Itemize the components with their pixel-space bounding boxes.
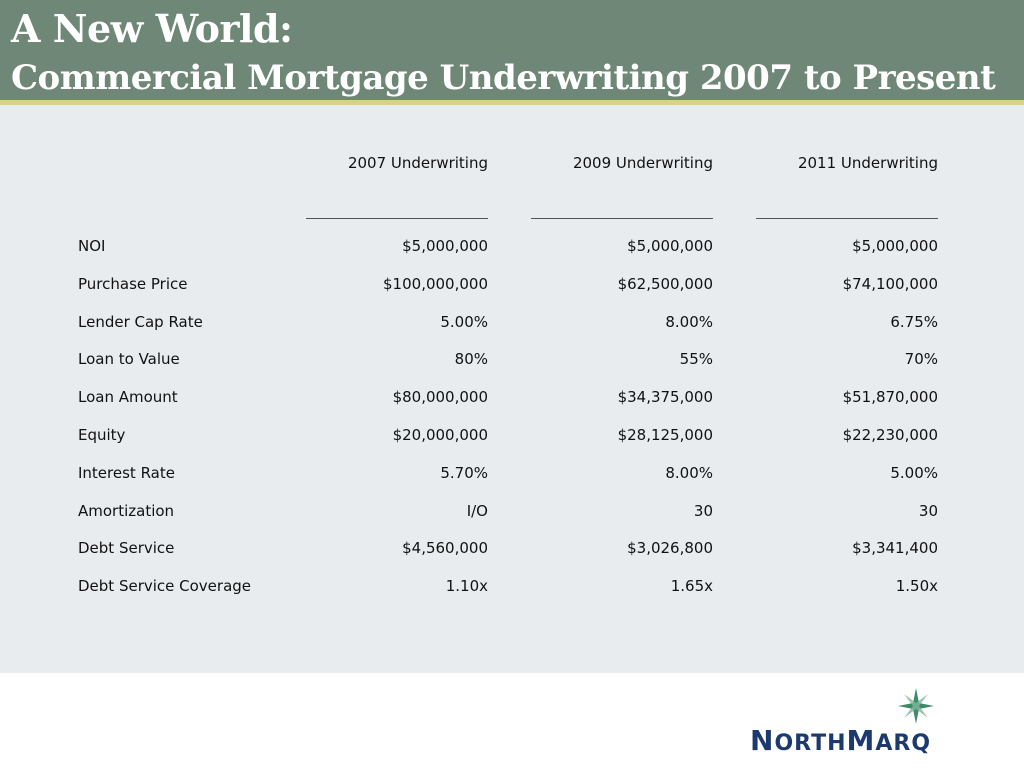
- cell-2007: $4,560,000: [402, 539, 488, 557]
- cell-2011: $3,341,400: [852, 539, 938, 557]
- column-rule-2009: [531, 218, 713, 219]
- column-header-2009: 2009 Underwriting: [572, 154, 713, 172]
- row-label: Lender Cap Rate: [78, 313, 203, 331]
- cell-2007: I/O: [466, 502, 488, 520]
- slide-title: A New World:: [11, 6, 293, 51]
- row-label: Interest Rate: [78, 464, 175, 482]
- cell-2009: $28,125,000: [617, 426, 713, 444]
- cell-2007: 5.00%: [440, 313, 488, 331]
- logo-wordmark: NORTHMARQ: [750, 724, 932, 757]
- cell-2009: $3,026,800: [627, 539, 713, 557]
- cell-2009: 55%: [679, 350, 713, 368]
- slide-header: [0, 0, 1024, 100]
- cell-2009: $5,000,000: [627, 237, 713, 255]
- cell-2011: 5.00%: [890, 464, 938, 482]
- cell-2009: 8.00%: [665, 313, 713, 331]
- column-header-2007: 2007 Underwriting: [347, 154, 488, 172]
- cell-2007: 5.70%: [440, 464, 488, 482]
- northmarq-logo: NORTHMARQ: [748, 688, 983, 757]
- row-label: Loan Amount: [78, 388, 178, 406]
- row-label: Loan to Value: [78, 350, 180, 368]
- cell-2011: $51,870,000: [842, 388, 938, 406]
- column-rule-2007: [306, 218, 488, 219]
- cell-2011: $5,000,000: [852, 237, 938, 255]
- compass-star-icon: [898, 688, 934, 724]
- cell-2007: $20,000,000: [392, 426, 488, 444]
- row-label: Debt Service Coverage: [78, 577, 252, 595]
- content-panel: [0, 105, 1024, 673]
- row-label: Purchase Price: [78, 275, 188, 293]
- cell-2007: $80,000,000: [392, 388, 488, 406]
- row-label: Equity: [78, 426, 126, 444]
- cell-2011: 30: [918, 502, 938, 520]
- cell-2009: 1.65x: [670, 577, 713, 595]
- column-rule-2011: [756, 218, 938, 219]
- cell-2007: 80%: [454, 350, 488, 368]
- cell-2011: 6.75%: [890, 313, 938, 331]
- cell-2009: 8.00%: [665, 464, 713, 482]
- slide-subtitle: Commercial Mortgage Underwriting 2007 to…: [11, 58, 996, 98]
- cell-2007: 1.10x: [445, 577, 488, 595]
- cell-2009: $62,500,000: [617, 275, 713, 293]
- cell-2009: $34,375,000: [617, 388, 713, 406]
- row-label: Amortization: [78, 502, 175, 520]
- cell-2007: $100,000,000: [383, 275, 488, 293]
- row-label: Debt Service: [78, 539, 175, 557]
- cell-2011: $74,100,000: [842, 275, 938, 293]
- cell-2011: $22,230,000: [842, 426, 938, 444]
- row-label: NOI: [78, 237, 106, 255]
- cell-2009: 30: [693, 502, 713, 520]
- column-header-2011: 2011 Underwriting: [797, 154, 938, 172]
- cell-2007: $5,000,000: [402, 237, 488, 255]
- cell-2011: 1.50x: [895, 577, 938, 595]
- header-accent-rule: [0, 100, 1024, 105]
- cell-2011: 70%: [904, 350, 938, 368]
